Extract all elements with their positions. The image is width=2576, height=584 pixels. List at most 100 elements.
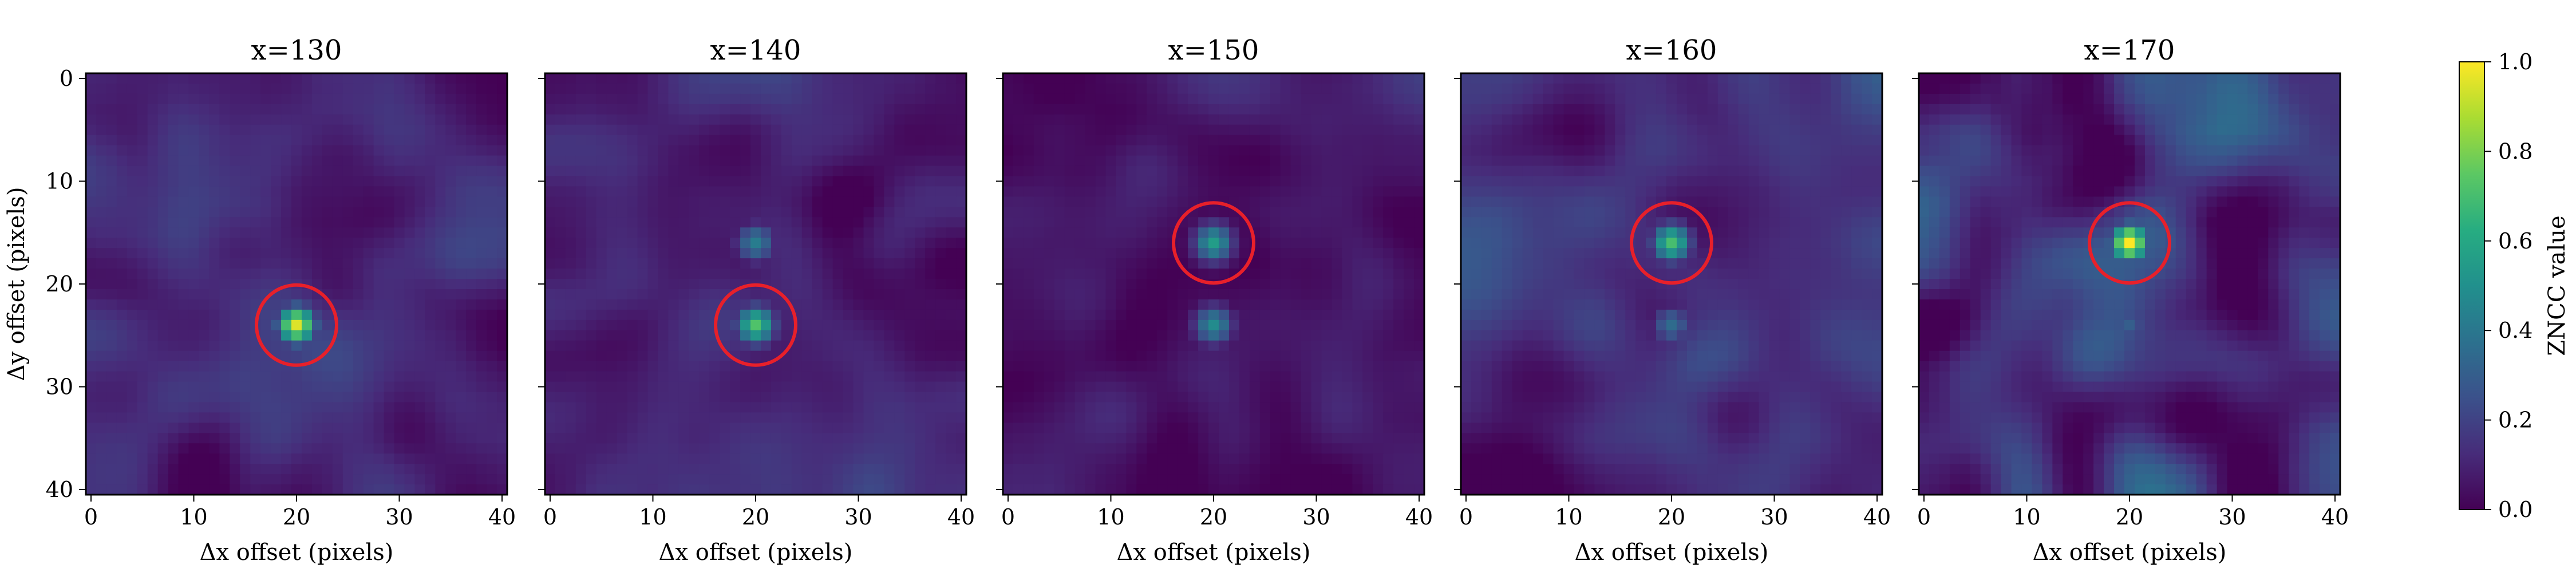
heatmap-cell bbox=[1321, 361, 1333, 372]
heatmap-cell bbox=[281, 289, 292, 300]
heatmap-cell bbox=[497, 289, 508, 300]
heatmap-cell bbox=[373, 186, 385, 198]
heatmap-cell bbox=[476, 238, 487, 248]
heatmap-cell bbox=[637, 423, 649, 433]
heatmap-cell bbox=[709, 279, 720, 290]
heatmap-cell bbox=[1116, 93, 1127, 105]
heatmap-cell bbox=[1178, 165, 1188, 177]
heatmap-cell bbox=[497, 371, 508, 382]
heatmap-cell bbox=[445, 248, 456, 259]
heatmap-cell bbox=[199, 453, 210, 464]
heatmap-cell bbox=[874, 104, 884, 115]
heatmap-cell bbox=[1280, 392, 1291, 403]
heatmap-cell bbox=[178, 433, 189, 444]
heatmap-cell bbox=[925, 145, 936, 156]
heatmap-cell bbox=[904, 104, 915, 115]
heatmap-cell bbox=[1085, 453, 1096, 464]
heatmap-cell bbox=[240, 381, 251, 393]
heatmap-cell bbox=[637, 93, 649, 105]
heatmap-cell bbox=[497, 381, 508, 393]
heatmap-cell bbox=[332, 217, 343, 228]
heatmap-cell bbox=[709, 289, 720, 300]
heatmap-cell bbox=[596, 93, 607, 105]
heatmap-cell bbox=[209, 217, 220, 228]
heatmap-cell bbox=[1342, 104, 1353, 115]
heatmap-cell bbox=[476, 474, 487, 485]
heatmap-cell bbox=[1414, 289, 1425, 300]
heatmap-cell bbox=[1126, 423, 1137, 433]
heatmap-cell bbox=[404, 93, 416, 105]
heatmap-cell bbox=[1064, 309, 1076, 321]
heatmap-cell bbox=[230, 402, 240, 413]
heatmap-cell bbox=[1136, 279, 1147, 290]
heatmap-cell bbox=[1239, 145, 1250, 156]
heatmap-cell bbox=[487, 104, 497, 115]
heatmap-cell bbox=[1147, 145, 1157, 156]
heatmap-cell bbox=[1414, 258, 1425, 269]
heatmap-cell bbox=[137, 484, 148, 495]
heatmap-cell bbox=[617, 319, 628, 331]
heatmap-cell bbox=[565, 238, 576, 248]
heatmap-cell bbox=[1239, 423, 1250, 433]
heatmap-cell bbox=[1023, 145, 1034, 156]
heatmap-cell bbox=[720, 196, 730, 207]
heatmap-cell bbox=[1270, 443, 1281, 454]
heatmap-cell bbox=[209, 392, 220, 403]
heatmap-cell bbox=[230, 83, 240, 94]
heatmap-cell bbox=[394, 299, 405, 310]
heatmap-cell bbox=[456, 176, 467, 187]
heatmap-cell bbox=[487, 207, 497, 218]
heatmap-cell bbox=[1095, 279, 1107, 290]
heatmap-cell bbox=[1414, 279, 1425, 290]
heatmap-cell bbox=[353, 402, 364, 413]
heatmap-cell bbox=[1003, 464, 1014, 475]
heatmap-cell bbox=[106, 361, 117, 372]
heatmap-cell bbox=[812, 464, 823, 475]
heatmap-cell bbox=[555, 269, 566, 279]
heatmap-cell bbox=[627, 423, 638, 433]
heatmap-cell bbox=[1332, 381, 1342, 393]
heatmap-cell bbox=[301, 73, 313, 84]
heatmap-cell bbox=[301, 423, 313, 433]
heatmap-cell bbox=[322, 412, 333, 423]
heatmap-cell bbox=[260, 309, 271, 321]
heatmap-cell bbox=[709, 269, 720, 279]
heatmap-cell bbox=[178, 227, 189, 238]
heatmap-cell bbox=[404, 340, 416, 352]
heatmap-cell bbox=[1383, 361, 1394, 372]
heatmap-cell bbox=[322, 73, 333, 84]
heatmap-cell bbox=[1342, 135, 1353, 146]
heatmap-cell bbox=[617, 176, 628, 187]
heatmap-cell bbox=[832, 227, 844, 238]
heatmap-cell bbox=[106, 248, 117, 259]
heatmap-cell bbox=[311, 196, 323, 207]
heatmap-cell bbox=[925, 227, 936, 238]
heatmap-cell bbox=[271, 453, 282, 464]
heatmap-cell bbox=[1044, 340, 1055, 352]
heatmap-cell bbox=[606, 207, 618, 218]
heatmap-cell bbox=[1362, 114, 1373, 125]
heatmap-cell bbox=[1116, 433, 1127, 444]
heatmap-cell bbox=[137, 464, 148, 475]
heatmap-cell bbox=[1085, 104, 1096, 115]
heatmap-cell bbox=[373, 361, 385, 372]
heatmap-cell bbox=[209, 330, 220, 341]
heatmap-cell bbox=[545, 135, 556, 146]
heatmap-cell bbox=[740, 299, 751, 310]
heatmap-cell bbox=[353, 464, 364, 475]
heatmap-cell bbox=[925, 392, 936, 403]
heatmap-cell bbox=[1023, 207, 1034, 218]
heatmap-cell bbox=[863, 330, 875, 341]
heatmap-cell bbox=[647, 279, 659, 290]
heatmap-cell bbox=[894, 330, 905, 341]
heatmap-cell bbox=[1383, 443, 1394, 454]
heatmap-cell bbox=[1157, 279, 1168, 290]
heatmap-cell bbox=[689, 83, 700, 94]
heatmap-cell bbox=[209, 258, 220, 269]
heatmap-cell bbox=[127, 402, 138, 413]
heatmap-cell bbox=[1157, 464, 1168, 475]
heatmap-cell bbox=[230, 433, 240, 444]
heatmap-cell bbox=[884, 340, 895, 352]
heatmap-cell bbox=[575, 258, 587, 269]
heatmap-cell bbox=[219, 289, 230, 300]
